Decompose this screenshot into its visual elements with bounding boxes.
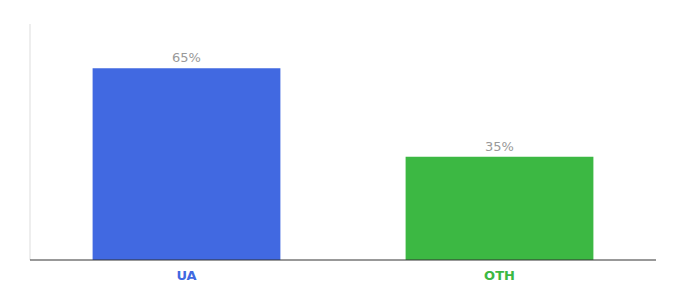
y-axis-line bbox=[30, 24, 31, 260]
chart-svg: 65% 35% UA OTH bbox=[0, 0, 680, 300]
bar bbox=[406, 157, 594, 260]
x-tick-label: UA bbox=[176, 268, 196, 283]
data-label: 65% bbox=[172, 50, 201, 65]
x-axis-line bbox=[30, 260, 656, 261]
bars bbox=[93, 68, 594, 260]
bar bbox=[93, 68, 281, 260]
chart-container: 65% 35% UA OTH bbox=[0, 0, 680, 300]
x-tick-label: OTH bbox=[484, 268, 515, 283]
data-label: 35% bbox=[485, 139, 514, 154]
